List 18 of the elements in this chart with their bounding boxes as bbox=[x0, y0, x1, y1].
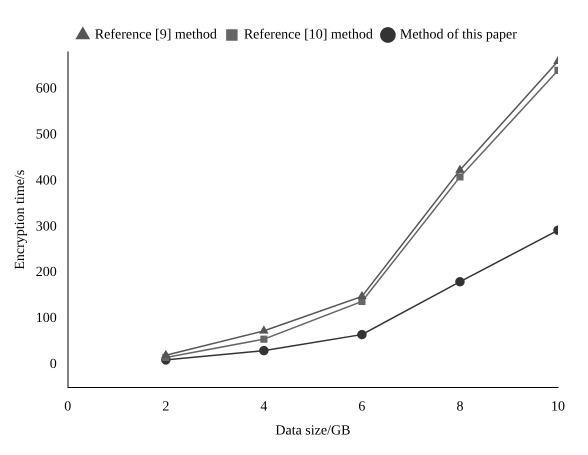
x-tick-label: 2 bbox=[162, 399, 170, 414]
y-tick-label: 200 bbox=[36, 265, 57, 280]
y-tick-label: 0 bbox=[50, 357, 57, 372]
legend-label: Method of this paper bbox=[400, 28, 518, 43]
y-tick-label: 500 bbox=[36, 127, 57, 142]
legend-label: Reference [9] method bbox=[94, 28, 217, 43]
y-axis-title: Encryption time/s bbox=[13, 170, 28, 270]
x-tick-label: 6 bbox=[358, 399, 366, 414]
x-tick-label: 10 bbox=[551, 399, 565, 414]
y-tick-label: 100 bbox=[36, 311, 57, 326]
y-tick-label: 300 bbox=[36, 219, 57, 234]
y-tick-label: 400 bbox=[36, 173, 57, 188]
x-tick-label: 8 bbox=[456, 399, 464, 414]
y-tick-label: 600 bbox=[36, 81, 57, 96]
x-tick-label: 0 bbox=[64, 399, 72, 414]
legend-label: Reference [10] method bbox=[244, 28, 373, 43]
x-axis-title: Data size/GB bbox=[275, 423, 350, 438]
x-tick-label: 4 bbox=[260, 399, 268, 414]
